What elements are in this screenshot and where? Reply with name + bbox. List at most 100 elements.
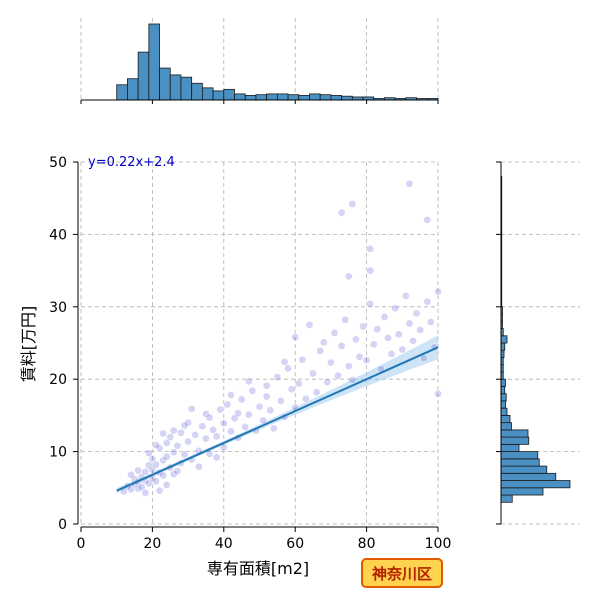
scatter-point bbox=[169, 426, 178, 435]
scatter-point bbox=[391, 304, 400, 313]
scatter-point bbox=[280, 357, 289, 366]
scatter-point bbox=[259, 416, 267, 425]
scatter-point bbox=[244, 377, 253, 386]
scatter-point bbox=[294, 379, 303, 388]
scatter-point bbox=[227, 391, 235, 399]
x-tick-label: 40 bbox=[215, 536, 233, 552]
y-tick-label: 50 bbox=[49, 155, 67, 171]
scatter-point bbox=[302, 394, 310, 403]
scatter-point bbox=[398, 345, 407, 354]
scatter-point bbox=[362, 356, 371, 365]
scatter-point bbox=[194, 462, 203, 471]
scatter-point bbox=[273, 373, 282, 381]
scatter-point bbox=[427, 318, 435, 326]
top-histogram-bar bbox=[159, 67, 171, 101]
scatter-point bbox=[162, 481, 171, 489]
scatter-point bbox=[191, 431, 200, 439]
scatter-point bbox=[202, 434, 210, 443]
scatter-point bbox=[312, 388, 321, 397]
regression-line bbox=[116, 346, 439, 492]
top-histogram-bar bbox=[169, 74, 182, 101]
scatter-point bbox=[352, 335, 360, 344]
regression-equation: y=0.22x+2.4 bbox=[88, 155, 175, 170]
scatter-point bbox=[234, 409, 242, 418]
scatter-point bbox=[298, 355, 307, 364]
scatter-point bbox=[152, 460, 160, 469]
scatter-point bbox=[212, 453, 221, 462]
y-axis-title: 賃料[万円] bbox=[19, 306, 38, 383]
scatter-point bbox=[355, 352, 364, 361]
right-histogram-bar bbox=[500, 393, 507, 402]
top-histogram-bar bbox=[234, 93, 246, 101]
scatter-point bbox=[173, 467, 182, 475]
scatter-point bbox=[373, 325, 382, 334]
top-histogram-bar bbox=[266, 93, 278, 101]
scatter-point bbox=[366, 245, 375, 253]
top-histogram-bar bbox=[180, 76, 193, 101]
scatter-point bbox=[319, 338, 328, 347]
scatter-point bbox=[337, 342, 346, 350]
scatter-point bbox=[209, 426, 217, 434]
scatter-point bbox=[244, 410, 253, 419]
scatter-point bbox=[269, 424, 278, 433]
scatter-point bbox=[212, 432, 221, 441]
scatter-point bbox=[305, 321, 314, 329]
scatter-point bbox=[219, 419, 228, 428]
top-histogram-bar bbox=[298, 95, 310, 101]
scatter-point bbox=[327, 358, 335, 367]
scatter-point bbox=[162, 439, 171, 447]
right-histogram-bar bbox=[500, 443, 520, 452]
right-histogram-bar bbox=[500, 458, 540, 467]
top-histogram-bar bbox=[287, 94, 300, 101]
scatter-point bbox=[341, 315, 350, 324]
right-histogram-bar bbox=[500, 436, 530, 445]
scatter-point bbox=[409, 336, 417, 345]
top-histogram bbox=[80, 18, 439, 104]
scatter-point bbox=[384, 334, 392, 342]
scatter-point bbox=[284, 364, 292, 373]
scatter-point bbox=[323, 378, 332, 386]
x-axis-title: 専有面積[m2] bbox=[207, 559, 309, 578]
top-histogram-bar bbox=[148, 23, 160, 101]
scatter-point bbox=[255, 402, 264, 411]
right-histogram-bar bbox=[500, 487, 544, 496]
scatter-point bbox=[262, 392, 271, 401]
scatter-plot: 0 20 40 60 80 100 0 10 20 30 40 50 y=0.22x+2.4 専有面… bbox=[19, 155, 451, 578]
top-histogram-bar bbox=[223, 88, 235, 101]
x-tick-label: 0 bbox=[77, 536, 86, 552]
scatter-point bbox=[248, 386, 257, 395]
right-histogram-bar bbox=[500, 414, 511, 424]
scatter-point bbox=[416, 326, 424, 334]
scatter-point bbox=[180, 421, 189, 430]
top-histogram-bar bbox=[319, 94, 332, 101]
scatter-point bbox=[162, 452, 171, 461]
scatter-point bbox=[334, 371, 342, 380]
scatter-point bbox=[337, 208, 346, 217]
scatter-point bbox=[216, 405, 225, 414]
scatter-point bbox=[127, 470, 135, 479]
scatter-point bbox=[287, 385, 296, 394]
scatter-point bbox=[173, 441, 182, 450]
right-histogram-bar bbox=[500, 342, 506, 351]
scatter-point bbox=[198, 422, 207, 431]
scatter-point bbox=[359, 322, 367, 331]
right-histogram-bar bbox=[500, 451, 539, 460]
y-tick-label: 40 bbox=[49, 227, 67, 243]
scatter-point bbox=[241, 423, 250, 431]
top-histogram-bar bbox=[127, 78, 139, 101]
scatter-point bbox=[344, 272, 353, 281]
scatter-point bbox=[344, 362, 353, 371]
scatter-point bbox=[266, 406, 275, 415]
scatter-point bbox=[423, 297, 432, 306]
scatter-point bbox=[180, 450, 189, 459]
scatter-point bbox=[141, 468, 150, 476]
top-histogram-bar bbox=[201, 87, 214, 101]
top-histogram-bar bbox=[212, 90, 225, 101]
scatter-point bbox=[184, 437, 192, 446]
scatter-point bbox=[291, 333, 300, 342]
scatter-point bbox=[316, 347, 325, 355]
y-tick-label: 0 bbox=[58, 517, 67, 533]
scatter-point bbox=[155, 486, 164, 495]
scatter-point bbox=[223, 400, 232, 409]
top-histogram-bar bbox=[330, 95, 343, 101]
